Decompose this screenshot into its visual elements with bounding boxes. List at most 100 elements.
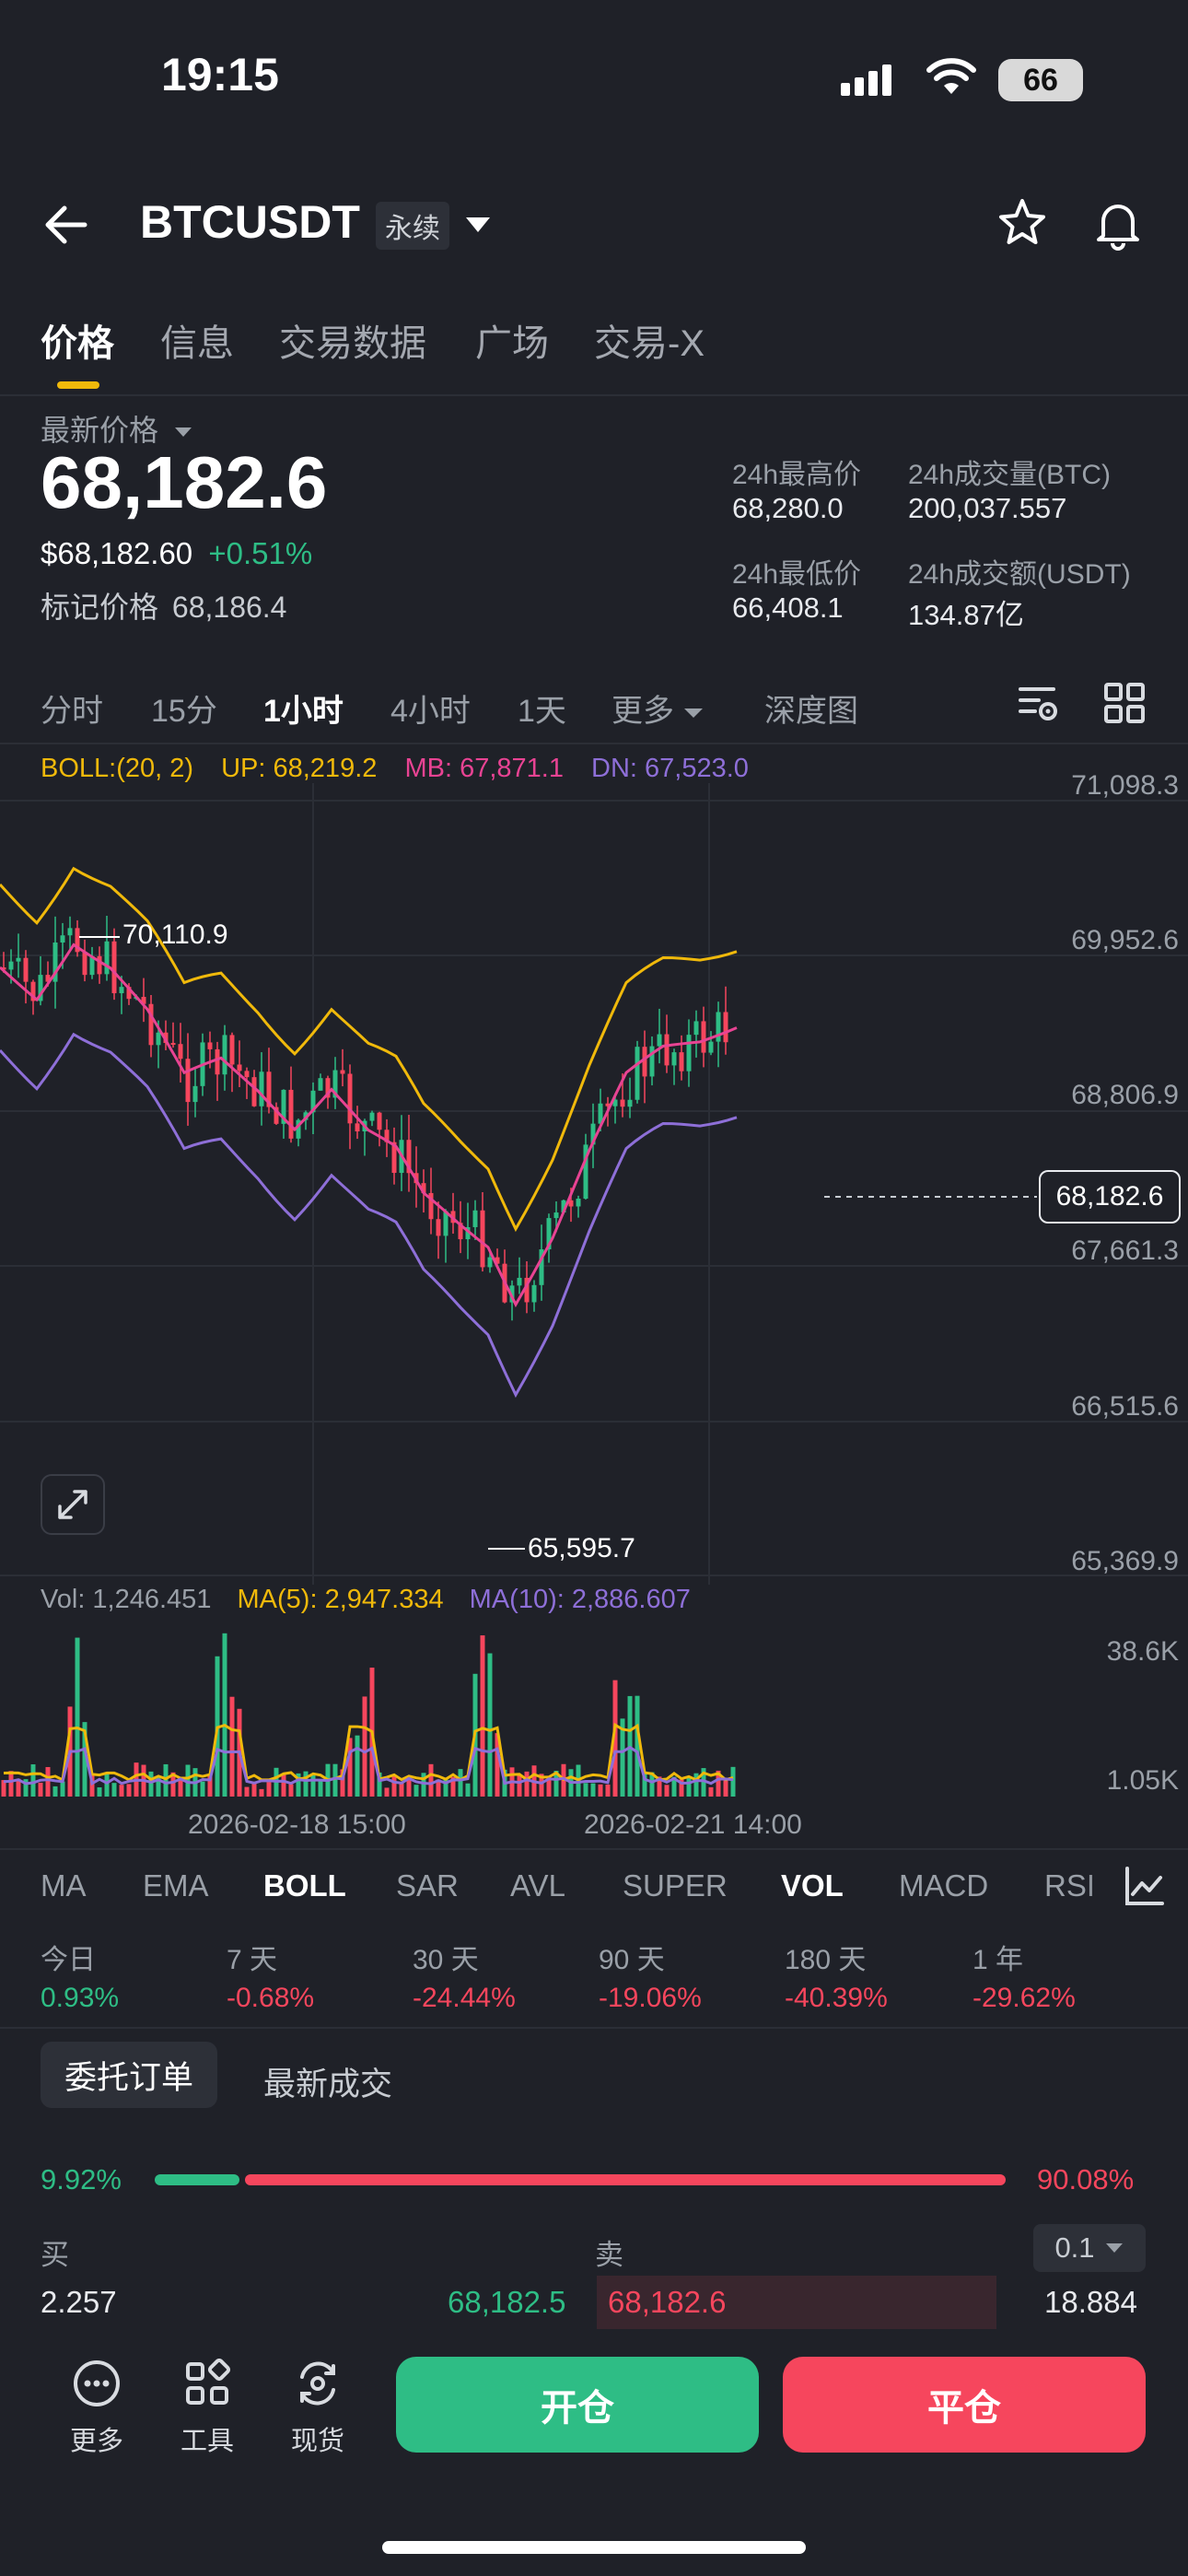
indicator-sar[interactable]: SAR: [396, 1868, 459, 1903]
candle-body: [229, 1035, 235, 1065]
close-position-button[interactable]: 平仓: [783, 2357, 1146, 2453]
tab-info[interactable]: 信息: [160, 323, 234, 364]
candle-body: [310, 1090, 316, 1113]
candle-body: [126, 987, 132, 1000]
indicator-avl[interactable]: AVL: [510, 1868, 565, 1903]
candle-body: [642, 1047, 647, 1077]
period-4h[interactable]: 4小时: [390, 694, 471, 729]
boll-dn-line: [0, 1032, 738, 1399]
period-15m[interactable]: 15分: [151, 694, 217, 729]
current-price-tag: 68,182.6: [1039, 1170, 1181, 1224]
volume-bar: [391, 1775, 397, 1797]
candle-body: [325, 1078, 331, 1098]
candle-body: [657, 1034, 662, 1047]
period-more[interactable]: 更多: [611, 685, 705, 731]
more-dots-icon: [74, 2360, 120, 2406]
symbol-title[interactable]: BTCUSDT: [140, 196, 360, 248]
boll-params: BOLL:(20, 2): [41, 754, 194, 783]
bid-price[interactable]: 68,182.5: [448, 2285, 566, 2319]
indicator-macd[interactable]: MACD: [899, 1868, 989, 1903]
candle-body: [421, 1183, 426, 1193]
volume-bar: [686, 1777, 692, 1797]
candle-body: [185, 1059, 191, 1103]
boll-up: UP: 68,219.2: [221, 754, 378, 783]
indicator-rsi[interactable]: RSI: [1044, 1868, 1096, 1903]
tab-price[interactable]: 价格: [41, 323, 114, 364]
volume-bar: [281, 1774, 286, 1797]
indicator-vol[interactable]: VOL: [781, 1868, 844, 1903]
candle-body: [686, 1035, 692, 1071]
period-1h[interactable]: 1小时: [263, 694, 344, 729]
symbol-dropdown-icon[interactable]: [462, 214, 494, 240]
tab-trade-data[interactable]: 交易数据: [279, 323, 426, 364]
candle-body: [75, 928, 80, 953]
bid-label: 买: [41, 2239, 69, 2271]
grid-layout-icon[interactable]: [1103, 682, 1146, 729]
candle-body: [671, 1052, 677, 1066]
back-arrow-icon[interactable]: [41, 197, 96, 257]
more-tool[interactable]: 更多: [64, 2359, 129, 2458]
candle-body: [16, 957, 21, 962]
tab-trade-x[interactable]: 交易-X: [594, 323, 705, 364]
period-depth[interactable]: 深度图: [764, 694, 858, 729]
tab-square[interactable]: 广场: [475, 323, 549, 364]
perf-value: -24.44%: [413, 1983, 516, 2013]
volume-bar: [163, 1763, 169, 1797]
indicator-boll[interactable]: BOLL: [263, 1868, 346, 1903]
low-annotation: 65,595.7: [528, 1533, 635, 1563]
usd-price: $68,182.60 +0.51%: [41, 536, 312, 571]
vol-axis-top: 38.6K: [1106, 1636, 1179, 1667]
expand-icon[interactable]: [41, 1474, 105, 1535]
chart-settings-icon[interactable]: [1017, 682, 1061, 731]
low-24h-label: 24h最低价: [732, 559, 862, 590]
volume-bar: [642, 1771, 647, 1797]
volume-bar: [288, 1784, 294, 1797]
volume-bar: [222, 1633, 227, 1797]
volume-bar: [8, 1771, 14, 1797]
open-position-button[interactable]: 开仓: [396, 2357, 759, 2453]
vol-ma5-line: [3, 1722, 734, 1783]
volume-bar: [355, 1735, 360, 1797]
perpetual-badge: 永续: [376, 202, 449, 250]
bell-icon[interactable]: [1090, 195, 1146, 255]
perf-label: 7 天: [227, 1945, 278, 1975]
volume-bar: [126, 1784, 132, 1797]
latest-price-label[interactable]: 最新价格: [41, 407, 194, 450]
candle-body: [332, 1070, 338, 1098]
candle-body: [406, 1140, 412, 1174]
candlestick-chart[interactable]: [0, 783, 1188, 1585]
volume-bar: [421, 1773, 426, 1797]
vol-btc-label: 24h成交量(BTC): [908, 460, 1112, 490]
candle-body: [612, 1099, 618, 1107]
star-icon[interactable]: [995, 195, 1050, 255]
volume-bar: [244, 1786, 250, 1797]
candle-body: [244, 1071, 250, 1078]
volume-bar: [303, 1771, 309, 1797]
candle-body: [288, 1089, 294, 1139]
volume-bar: [480, 1635, 485, 1797]
candle-body: [347, 1073, 353, 1124]
mark-price-label: 标记价格: [41, 591, 159, 624]
candle-body: [222, 1035, 227, 1075]
volume-bar: [52, 1786, 58, 1797]
period-timeshare[interactable]: 分时: [41, 694, 103, 729]
ask-price[interactable]: 68,182.6: [608, 2285, 727, 2319]
candle-body: [266, 1071, 272, 1107]
volume-bar: [229, 1696, 235, 1797]
volume-bar: [38, 1782, 43, 1797]
indicator-ema[interactable]: EMA: [143, 1868, 209, 1903]
candle-body: [274, 1107, 279, 1124]
candle-body: [119, 987, 124, 994]
tools-tool[interactable]: 工具: [175, 2358, 239, 2458]
precision-select[interactable]: 0.1: [1033, 2224, 1146, 2272]
indicator-ma[interactable]: MA: [41, 1868, 87, 1903]
indicator-super[interactable]: SUPER: [623, 1868, 728, 1903]
spot-tool[interactable]: 现货: [285, 2359, 350, 2458]
tab-trades[interactable]: 最新成交: [263, 2067, 393, 2102]
candle-body: [104, 941, 110, 975]
period-1d[interactable]: 1天: [518, 694, 566, 729]
indicator-settings-icon[interactable]: [1122, 1865, 1166, 1914]
tab-orders[interactable]: 委托订单: [41, 2042, 218, 2108]
candle-body: [207, 1042, 213, 1049]
volume-bar: [693, 1773, 699, 1797]
